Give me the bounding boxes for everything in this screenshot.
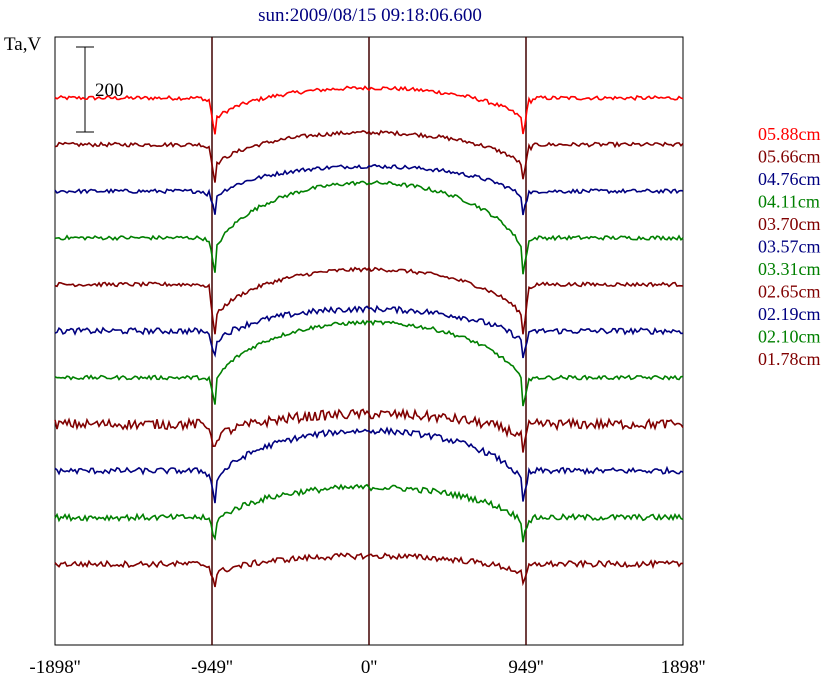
- series-line-02.65cm: [54, 407, 684, 453]
- legend-entry: 03.70cm: [758, 214, 821, 234]
- chart-title: sun:2009/08/15 09:18:06.600: [258, 5, 482, 26]
- x-tick-label: -949'': [191, 657, 233, 678]
- scale-bar: 200: [76, 46, 124, 133]
- scale-bar-label: 200: [95, 80, 124, 101]
- series-line-01.78cm: [54, 552, 683, 588]
- legend-entry: 04.76cm: [758, 169, 821, 189]
- legend-entry: 02.10cm: [758, 327, 821, 347]
- x-tick-label: -1898'': [29, 657, 80, 678]
- legend-entry: 04.11cm: [758, 192, 820, 212]
- legend-entry: 01.78cm: [758, 349, 821, 369]
- series-line-02.19cm: [54, 426, 684, 504]
- series-line-05.66cm: [54, 129, 684, 183]
- x-tick-label: 1898'': [661, 657, 706, 678]
- legend-entry: 03.31cm: [758, 259, 821, 279]
- series-layer: [54, 85, 684, 588]
- legend-entry: 05.88cm: [758, 124, 821, 144]
- x-tick-label: 949'': [508, 657, 543, 678]
- x-tick-labels: -1898'' -949'' 0'' 949'' 1898'': [29, 657, 705, 678]
- legend-entry: 03.57cm: [758, 237, 821, 257]
- legend-entry: 02.19cm: [758, 304, 821, 324]
- series-line-03.31cm: [54, 319, 684, 407]
- series-line-04.11cm: [54, 180, 684, 275]
- y-axis-label: Ta,V: [4, 34, 41, 55]
- series-line-02.10cm: [54, 483, 684, 543]
- series-line-04.76cm: [54, 163, 684, 216]
- legend-entry: 02.65cm: [758, 282, 821, 302]
- series-line-05.88cm: [54, 85, 684, 135]
- legend-entry: 05.66cm: [758, 147, 821, 167]
- x-tick-label: 0'': [361, 657, 377, 678]
- limb-markers: [211, 37, 527, 645]
- series-line-03.70cm: [54, 266, 684, 335]
- series-line-03.57cm: [54, 304, 684, 359]
